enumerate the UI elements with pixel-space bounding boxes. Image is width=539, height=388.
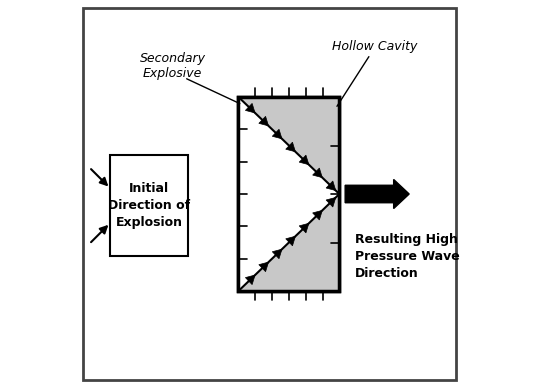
Polygon shape — [313, 210, 322, 220]
Bar — [238, 97, 340, 291]
Text: Initial
Direction of
Explosion: Initial Direction of Explosion — [108, 182, 190, 229]
Text: Secondary
Explosive: Secondary Explosive — [140, 52, 205, 80]
Bar — [110, 155, 188, 256]
Text: Resulting High
Pressure Wave
Direction: Resulting High Pressure Wave Direction — [355, 233, 460, 280]
Text: Hollow Cavity: Hollow Cavity — [331, 40, 417, 53]
Polygon shape — [299, 155, 309, 165]
Polygon shape — [238, 97, 340, 194]
Polygon shape — [238, 194, 340, 291]
Polygon shape — [245, 104, 255, 113]
Polygon shape — [259, 262, 268, 272]
Polygon shape — [313, 168, 322, 178]
Polygon shape — [272, 129, 282, 139]
Polygon shape — [238, 97, 340, 291]
Polygon shape — [245, 275, 255, 284]
Polygon shape — [326, 181, 336, 191]
Polygon shape — [326, 197, 336, 207]
Polygon shape — [286, 236, 295, 246]
Bar — [238, 97, 340, 291]
Polygon shape — [259, 116, 268, 126]
Polygon shape — [299, 223, 309, 233]
FancyArrow shape — [345, 179, 409, 209]
Polygon shape — [286, 142, 295, 152]
Polygon shape — [272, 249, 282, 259]
